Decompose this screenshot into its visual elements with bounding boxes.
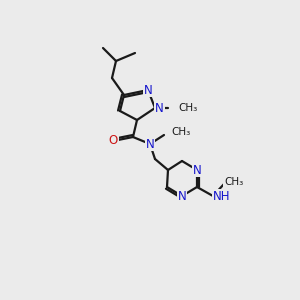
Text: N: N <box>193 164 201 176</box>
Text: CH₃: CH₃ <box>171 127 190 137</box>
Text: CH₃: CH₃ <box>224 177 243 187</box>
Text: N: N <box>146 137 154 151</box>
Text: N: N <box>155 101 164 115</box>
Text: O: O <box>108 134 118 148</box>
Text: CH₃: CH₃ <box>178 103 197 113</box>
Text: N: N <box>178 190 186 202</box>
Text: NH: NH <box>213 190 230 202</box>
Text: N: N <box>144 83 152 97</box>
